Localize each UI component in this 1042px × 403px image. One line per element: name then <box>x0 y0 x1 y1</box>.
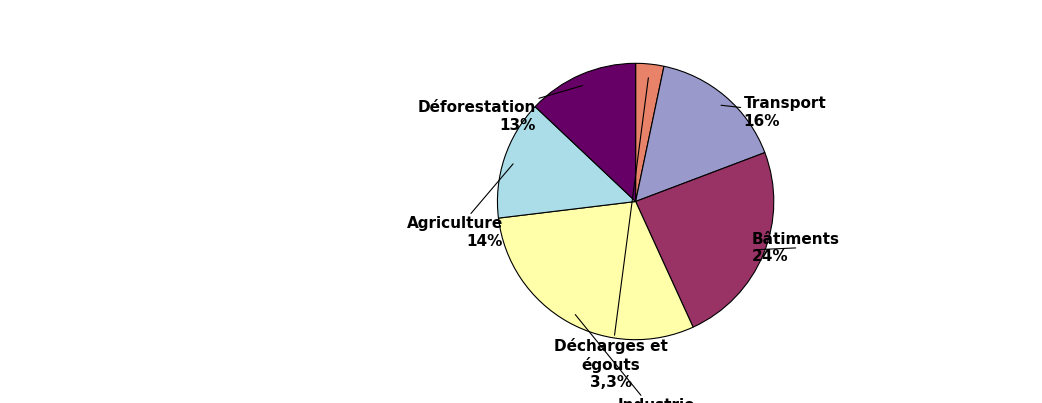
Wedge shape <box>497 107 636 218</box>
Wedge shape <box>536 63 636 202</box>
Text: Industrie
30%: Industrie 30% <box>575 315 695 403</box>
Text: Transport
16%: Transport 16% <box>721 96 826 129</box>
Text: Agriculture
14%: Agriculture 14% <box>406 164 513 249</box>
Wedge shape <box>636 66 765 202</box>
Wedge shape <box>636 153 774 327</box>
Wedge shape <box>498 202 693 340</box>
Wedge shape <box>636 63 664 202</box>
Text: Déforestation
13%: Déforestation 13% <box>418 85 582 133</box>
Text: Décharges et
égouts
3,3%: Décharges et égouts 3,3% <box>553 78 668 390</box>
Text: Bâtiments
24%: Bâtiments 24% <box>751 232 840 264</box>
